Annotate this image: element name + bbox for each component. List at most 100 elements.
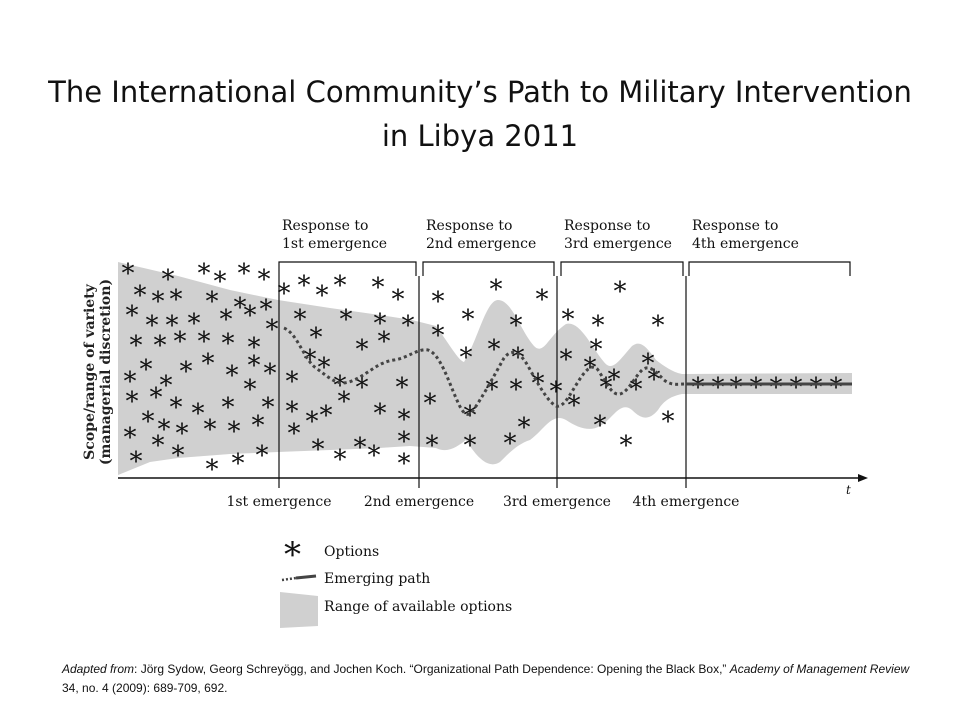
option-asterisk: *	[426, 431, 439, 461]
option-asterisk: *	[730, 373, 743, 403]
option-asterisk: *	[228, 417, 241, 447]
option-asterisk: *	[374, 309, 387, 339]
emergence-label-2: 2nd emergence	[364, 494, 474, 510]
option-asterisk: *	[278, 279, 291, 309]
emergence-label-3: 3rd emergence	[503, 494, 611, 510]
option-asterisk: *	[642, 349, 655, 379]
option-asterisk: *	[226, 361, 239, 391]
option-asterisk: *	[206, 287, 219, 317]
option-asterisk: *	[398, 405, 411, 435]
legend-path-label: Emerging path	[324, 571, 430, 587]
option-asterisk: *	[180, 357, 193, 387]
option-asterisk: *	[198, 259, 211, 289]
option-asterisk: *	[432, 321, 445, 351]
legend-path-swatch	[281, 576, 297, 582]
option-asterisk: *	[260, 295, 273, 325]
option-asterisk: *	[304, 345, 317, 375]
option-asterisk: *	[262, 393, 275, 423]
option-asterisk: *	[692, 373, 705, 403]
option-asterisk: *	[562, 305, 575, 335]
option-asterisk: *	[130, 331, 143, 361]
option-asterisk: *	[188, 309, 201, 339]
option-asterisk: *	[424, 389, 437, 419]
page-title: The International Community’s Path to Mi…	[40, 70, 920, 158]
bracket-1-line-2: 1st emergence	[282, 236, 387, 252]
option-asterisk: *	[232, 449, 245, 479]
option-asterisk: *	[464, 431, 477, 461]
option-asterisk: *	[234, 293, 247, 323]
phase-brackets	[278, 261, 851, 276]
option-asterisk: *	[248, 351, 261, 381]
option-asterisk: *	[368, 441, 381, 471]
option-asterisk: *	[154, 331, 167, 361]
range-band	[118, 262, 852, 475]
y-axis-label: Scope/range of variety	[82, 283, 98, 459]
option-asterisk: *	[662, 407, 675, 437]
bracket-label-1: Response to 1st emergence	[282, 218, 387, 252]
option-asterisk: *	[192, 399, 205, 429]
option-asterisk: *	[176, 419, 189, 449]
option-asterisk: *	[620, 431, 633, 461]
option-asterisk: *	[152, 287, 165, 317]
legend-range-label: Range of available options	[324, 599, 512, 615]
option-asterisk: *	[648, 365, 661, 395]
option-asterisk: *	[160, 371, 173, 401]
option-asterisk: *	[286, 367, 299, 397]
x-axis: t	[118, 474, 868, 497]
option-asterisk: *	[256, 441, 269, 471]
option-asterisk: *	[630, 375, 643, 405]
bracket-4-line-2: 4th emergence	[692, 236, 799, 252]
option-asterisk: *	[166, 311, 179, 341]
option-asterisk: *	[222, 329, 235, 359]
emergence-label-4: 4th emergence	[633, 494, 740, 510]
option-asterisk: *	[334, 445, 347, 475]
option-asterisk: *	[126, 387, 139, 417]
option-asterisk: *	[830, 373, 843, 403]
option-asterisk: *	[652, 311, 665, 341]
option-asterisk: *	[750, 373, 763, 403]
option-asterisk: *	[170, 285, 183, 315]
title-line-1: The International Community’s Path to Mi…	[48, 75, 912, 109]
option-asterisk: *	[222, 393, 235, 423]
option-asterisk: *	[712, 373, 725, 403]
option-asterisk: *	[600, 373, 613, 403]
option-asterisk: *	[142, 407, 155, 437]
option-asterisk: *	[354, 433, 367, 463]
bracket-label-2: Response to 2nd emergence	[426, 218, 536, 252]
option-asterisk: *	[462, 305, 475, 335]
emergence-label-1: 1st emergence	[226, 494, 331, 510]
option-asterisk: *	[568, 391, 581, 421]
citation-prefix: Adapted from	[62, 662, 135, 676]
option-asterisk: *	[294, 305, 307, 335]
option-asterisk: *	[504, 429, 517, 459]
option-asterisk: *	[170, 393, 183, 423]
option-asterisk: *	[512, 343, 525, 373]
option-asterisk: *	[560, 345, 573, 375]
option-asterisk: *	[152, 431, 165, 461]
option-asterisk: *	[258, 265, 271, 295]
option-asterisk: *	[460, 343, 473, 373]
option-asterisk: *	[356, 373, 369, 403]
option-asterisk: *	[334, 271, 347, 301]
option-asterisk: *	[374, 399, 387, 429]
option-asterisk: *	[518, 413, 531, 443]
bracket-label-3: Response to 3rd emergence	[564, 218, 672, 252]
option-asterisk: *	[124, 423, 137, 453]
legend-options-label: Options	[324, 544, 379, 560]
option-asterisk: *	[158, 415, 171, 445]
option-asterisk: *	[396, 373, 409, 403]
option-asterisk: *	[204, 415, 217, 445]
option-asterisk: *	[402, 311, 415, 341]
option-asterisk: *	[174, 327, 187, 357]
option-asterisk: *	[490, 275, 503, 305]
option-asterisk: *	[318, 353, 331, 383]
bracket-label-4: Response to 4th emergence	[692, 218, 799, 252]
citation-journal: Academy of Management Review	[729, 662, 910, 676]
option-asterisk: *	[140, 355, 153, 385]
bracket-1-line-1: Response to	[282, 218, 368, 234]
option-asterisk: *	[372, 273, 385, 303]
option-asterisk: *	[488, 335, 501, 365]
option-asterisk: *	[398, 449, 411, 479]
option-asterisk: *	[550, 377, 563, 407]
